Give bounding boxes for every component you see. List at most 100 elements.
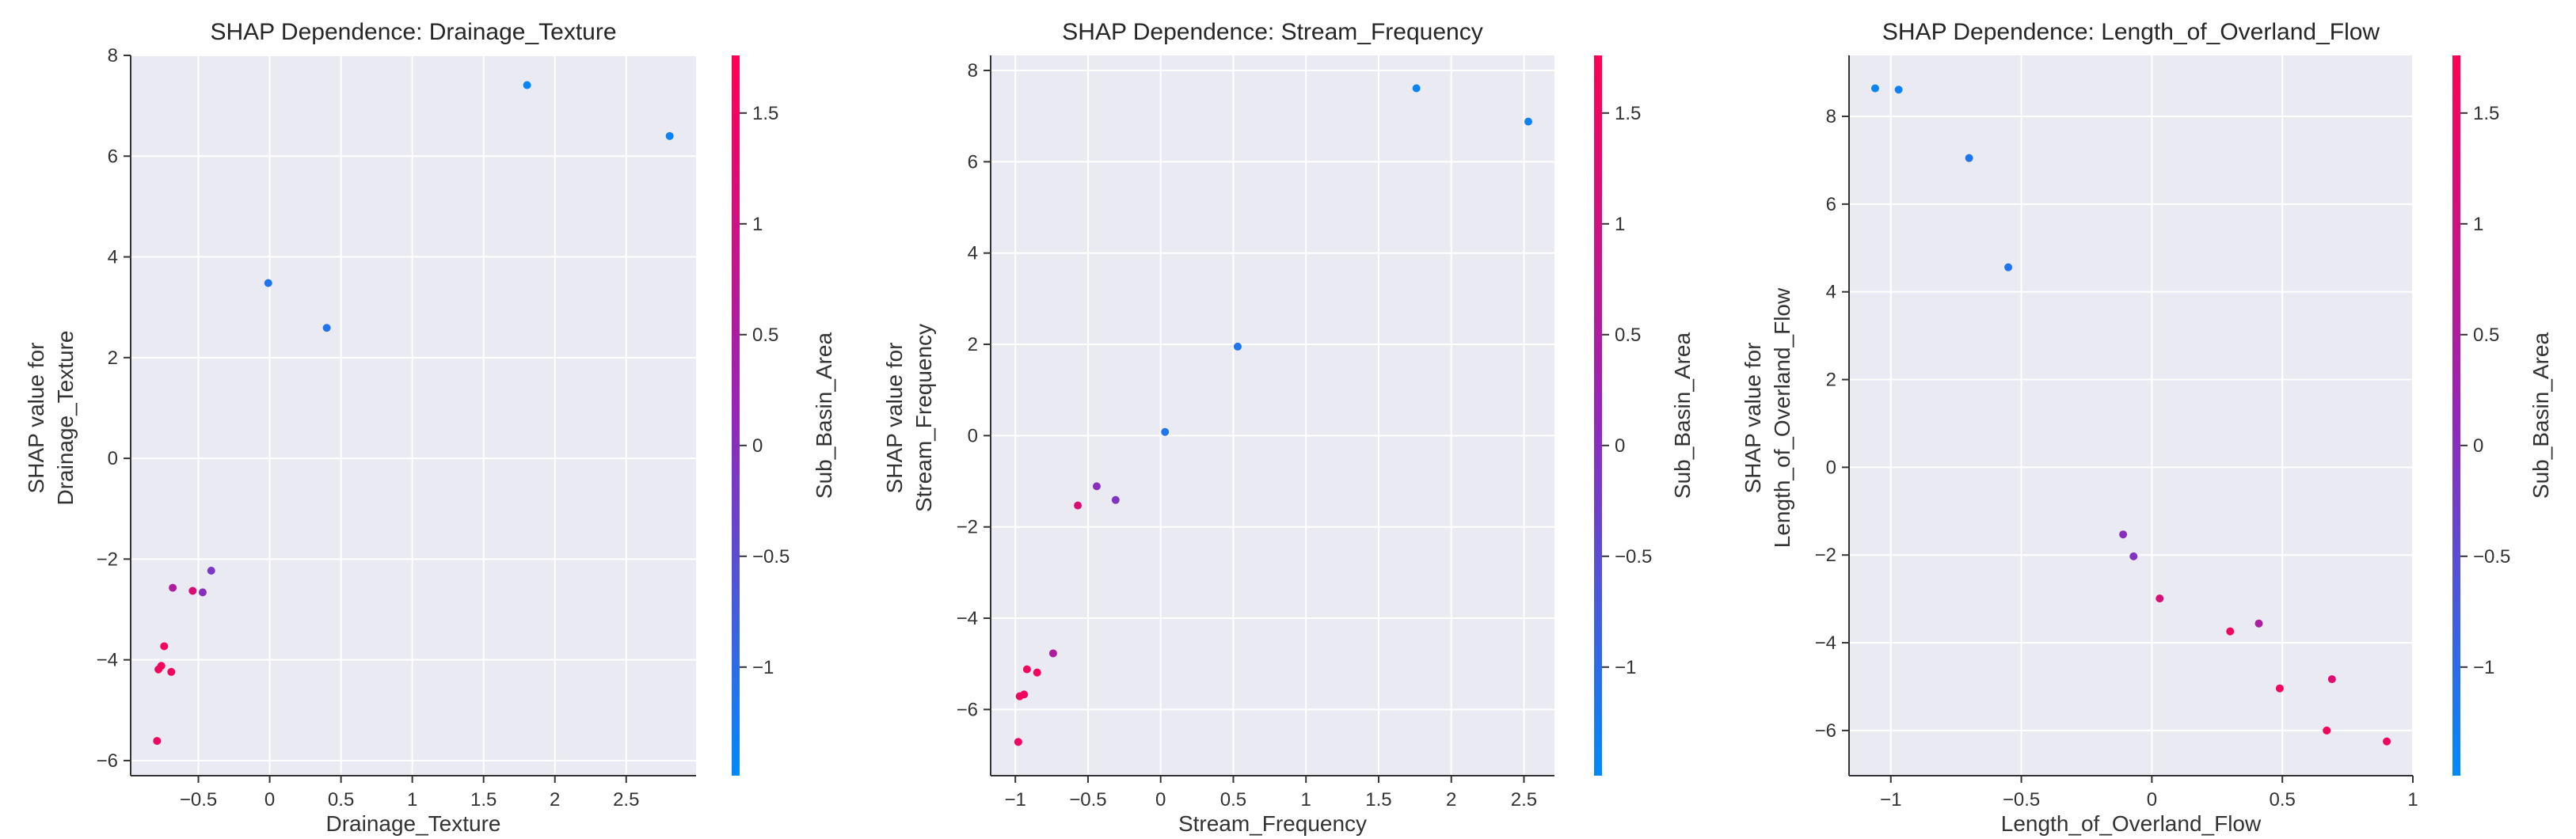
- colorbar-label: Sub_Basin_Area: [2528, 332, 2553, 499]
- scatter-point: [154, 665, 163, 674]
- chart-drainage-texture: SHAP Dependence: Drainage_Texture Draina…: [24, 19, 836, 836]
- colorbar-tick-label: −1: [752, 657, 774, 678]
- y-axis-label-line1: SHAP value for: [882, 343, 907, 494]
- scatter-point: [2226, 627, 2235, 636]
- x-tick-label: 1: [1301, 789, 1311, 811]
- scatter-point: [1111, 495, 1120, 504]
- scatter-point: [153, 737, 162, 746]
- x-tick-label: −1: [1005, 789, 1026, 811]
- x-axis-label: Length_of_Overland_Flow: [2001, 811, 2262, 836]
- y-axis-label-line1: SHAP value for: [24, 343, 48, 494]
- colorbar-tick-label: 0.5: [2473, 325, 2499, 346]
- y-tick-label: 0: [108, 448, 118, 469]
- y-axis-label-line2: Length_of_Overland_Flow: [1770, 287, 1794, 548]
- scatter-point: [167, 667, 176, 676]
- colorbar-tick-label: 1.5: [1615, 103, 1641, 124]
- colorbar-tick-label: −1: [1615, 657, 1636, 678]
- colorbar-tick-label: −0.5: [1615, 546, 1652, 568]
- scatter-point: [169, 583, 177, 592]
- colorbar-tick-label: 1: [2473, 214, 2483, 235]
- colorbar-tick-label: 0.5: [752, 325, 778, 346]
- x-tick-label: −0.5: [1069, 789, 1106, 811]
- scatter-point: [264, 279, 272, 287]
- scatter-point: [1965, 154, 1973, 162]
- colorbar-tick-label: 0.5: [1615, 325, 1641, 346]
- scatter-point: [1524, 117, 1532, 126]
- scatter-point: [1014, 738, 1022, 746]
- y-tick-label: 6: [968, 151, 978, 173]
- plot-area: [991, 55, 1554, 776]
- scatter-point: [188, 587, 197, 595]
- x-tick-label: 1.5: [470, 789, 497, 811]
- scatter-point: [160, 642, 169, 651]
- colorbar-tick-label: 1: [752, 214, 763, 235]
- y-tick-label: 2: [108, 347, 118, 369]
- y-tick-label: −4: [97, 650, 118, 671]
- scatter-point: [2119, 530, 2128, 539]
- y-tick-label: 4: [108, 247, 118, 268]
- y-tick-label: −4: [1815, 632, 1836, 654]
- scatter-point: [1033, 668, 1041, 677]
- colorbar-tick-label: 0: [1615, 435, 1625, 457]
- colorbar-tick-label: −0.5: [2473, 546, 2510, 568]
- y-tick-label: 0: [1826, 457, 1836, 478]
- scatter-point: [1048, 649, 1057, 658]
- x-tick-label: 2: [1446, 789, 1456, 811]
- scatter-point: [2275, 684, 2284, 693]
- colorbar-tick-label: 1.5: [752, 103, 778, 124]
- scatter-point: [2004, 263, 2013, 271]
- x-tick-label: 1: [2407, 789, 2418, 811]
- x-tick-label: 1: [407, 789, 417, 811]
- y-tick-label: 4: [1826, 282, 1836, 303]
- x-tick-label: 2: [550, 789, 560, 811]
- scatter-point: [198, 588, 207, 597]
- y-tick-label: −6: [1815, 720, 1836, 742]
- y-axis-label-line2: Stream_Frequency: [911, 324, 936, 512]
- y-tick-label: −2: [957, 517, 978, 538]
- x-axis-label: Stream_Frequency: [1178, 811, 1367, 836]
- scatter-point: [2323, 726, 2331, 735]
- x-tick-label: 0: [1155, 789, 1166, 811]
- colorbar: [2452, 55, 2460, 776]
- scatter-point: [1233, 342, 1242, 351]
- y-tick-label: 8: [968, 60, 978, 82]
- scatter-point: [1092, 482, 1101, 491]
- y-tick-label: 0: [968, 425, 978, 446]
- y-tick-label: 2: [968, 334, 978, 355]
- y-tick-label: 8: [1826, 106, 1836, 127]
- x-tick-label: 0.5: [1220, 789, 1246, 811]
- scatter-point: [2156, 594, 2164, 603]
- colorbar-tick-label: 1: [1615, 214, 1625, 235]
- scatter-point: [1870, 84, 1879, 93]
- colorbar-label: Sub_Basin_Area: [812, 332, 836, 499]
- colorbar-tick-label: 0: [2473, 435, 2483, 457]
- y-tick-label: 6: [1826, 194, 1836, 215]
- y-tick-label: −2: [97, 549, 118, 570]
- scatter-point: [1074, 501, 1083, 510]
- scatter-point: [523, 81, 531, 89]
- x-tick-label: 0.5: [2269, 789, 2295, 811]
- scatter-point: [1015, 692, 1024, 700]
- colorbar: [1594, 55, 1602, 776]
- colorbar-tick-label: −1: [2473, 657, 2494, 678]
- colorbar-tick-label: 1.5: [2473, 103, 2499, 124]
- scatter-point: [207, 567, 215, 575]
- y-tick-label: −6: [957, 699, 978, 720]
- chart-title: SHAP Dependence: Stream_Frequency: [1062, 19, 1482, 45]
- scatter-point: [665, 131, 674, 140]
- scatter-point: [2327, 675, 2336, 684]
- scatter-point: [322, 324, 331, 332]
- colorbar-tick-label: 0: [752, 435, 763, 457]
- chart-stream-frequency: SHAP Dependence: Stream_Frequency Stream…: [882, 19, 1695, 836]
- x-axis-label: Drainage_Texture: [325, 811, 500, 836]
- scatter-point: [2129, 552, 2138, 560]
- colorbar-tick-label: −0.5: [752, 546, 790, 568]
- x-tick-label: −1: [1880, 789, 1901, 811]
- y-tick-label: −4: [957, 608, 978, 629]
- plot-area: [1849, 55, 2413, 776]
- y-tick-label: 2: [1826, 370, 1836, 391]
- x-tick-label: 2.5: [613, 789, 639, 811]
- scatter-point: [1022, 665, 1031, 674]
- scatter-point: [2383, 737, 2391, 746]
